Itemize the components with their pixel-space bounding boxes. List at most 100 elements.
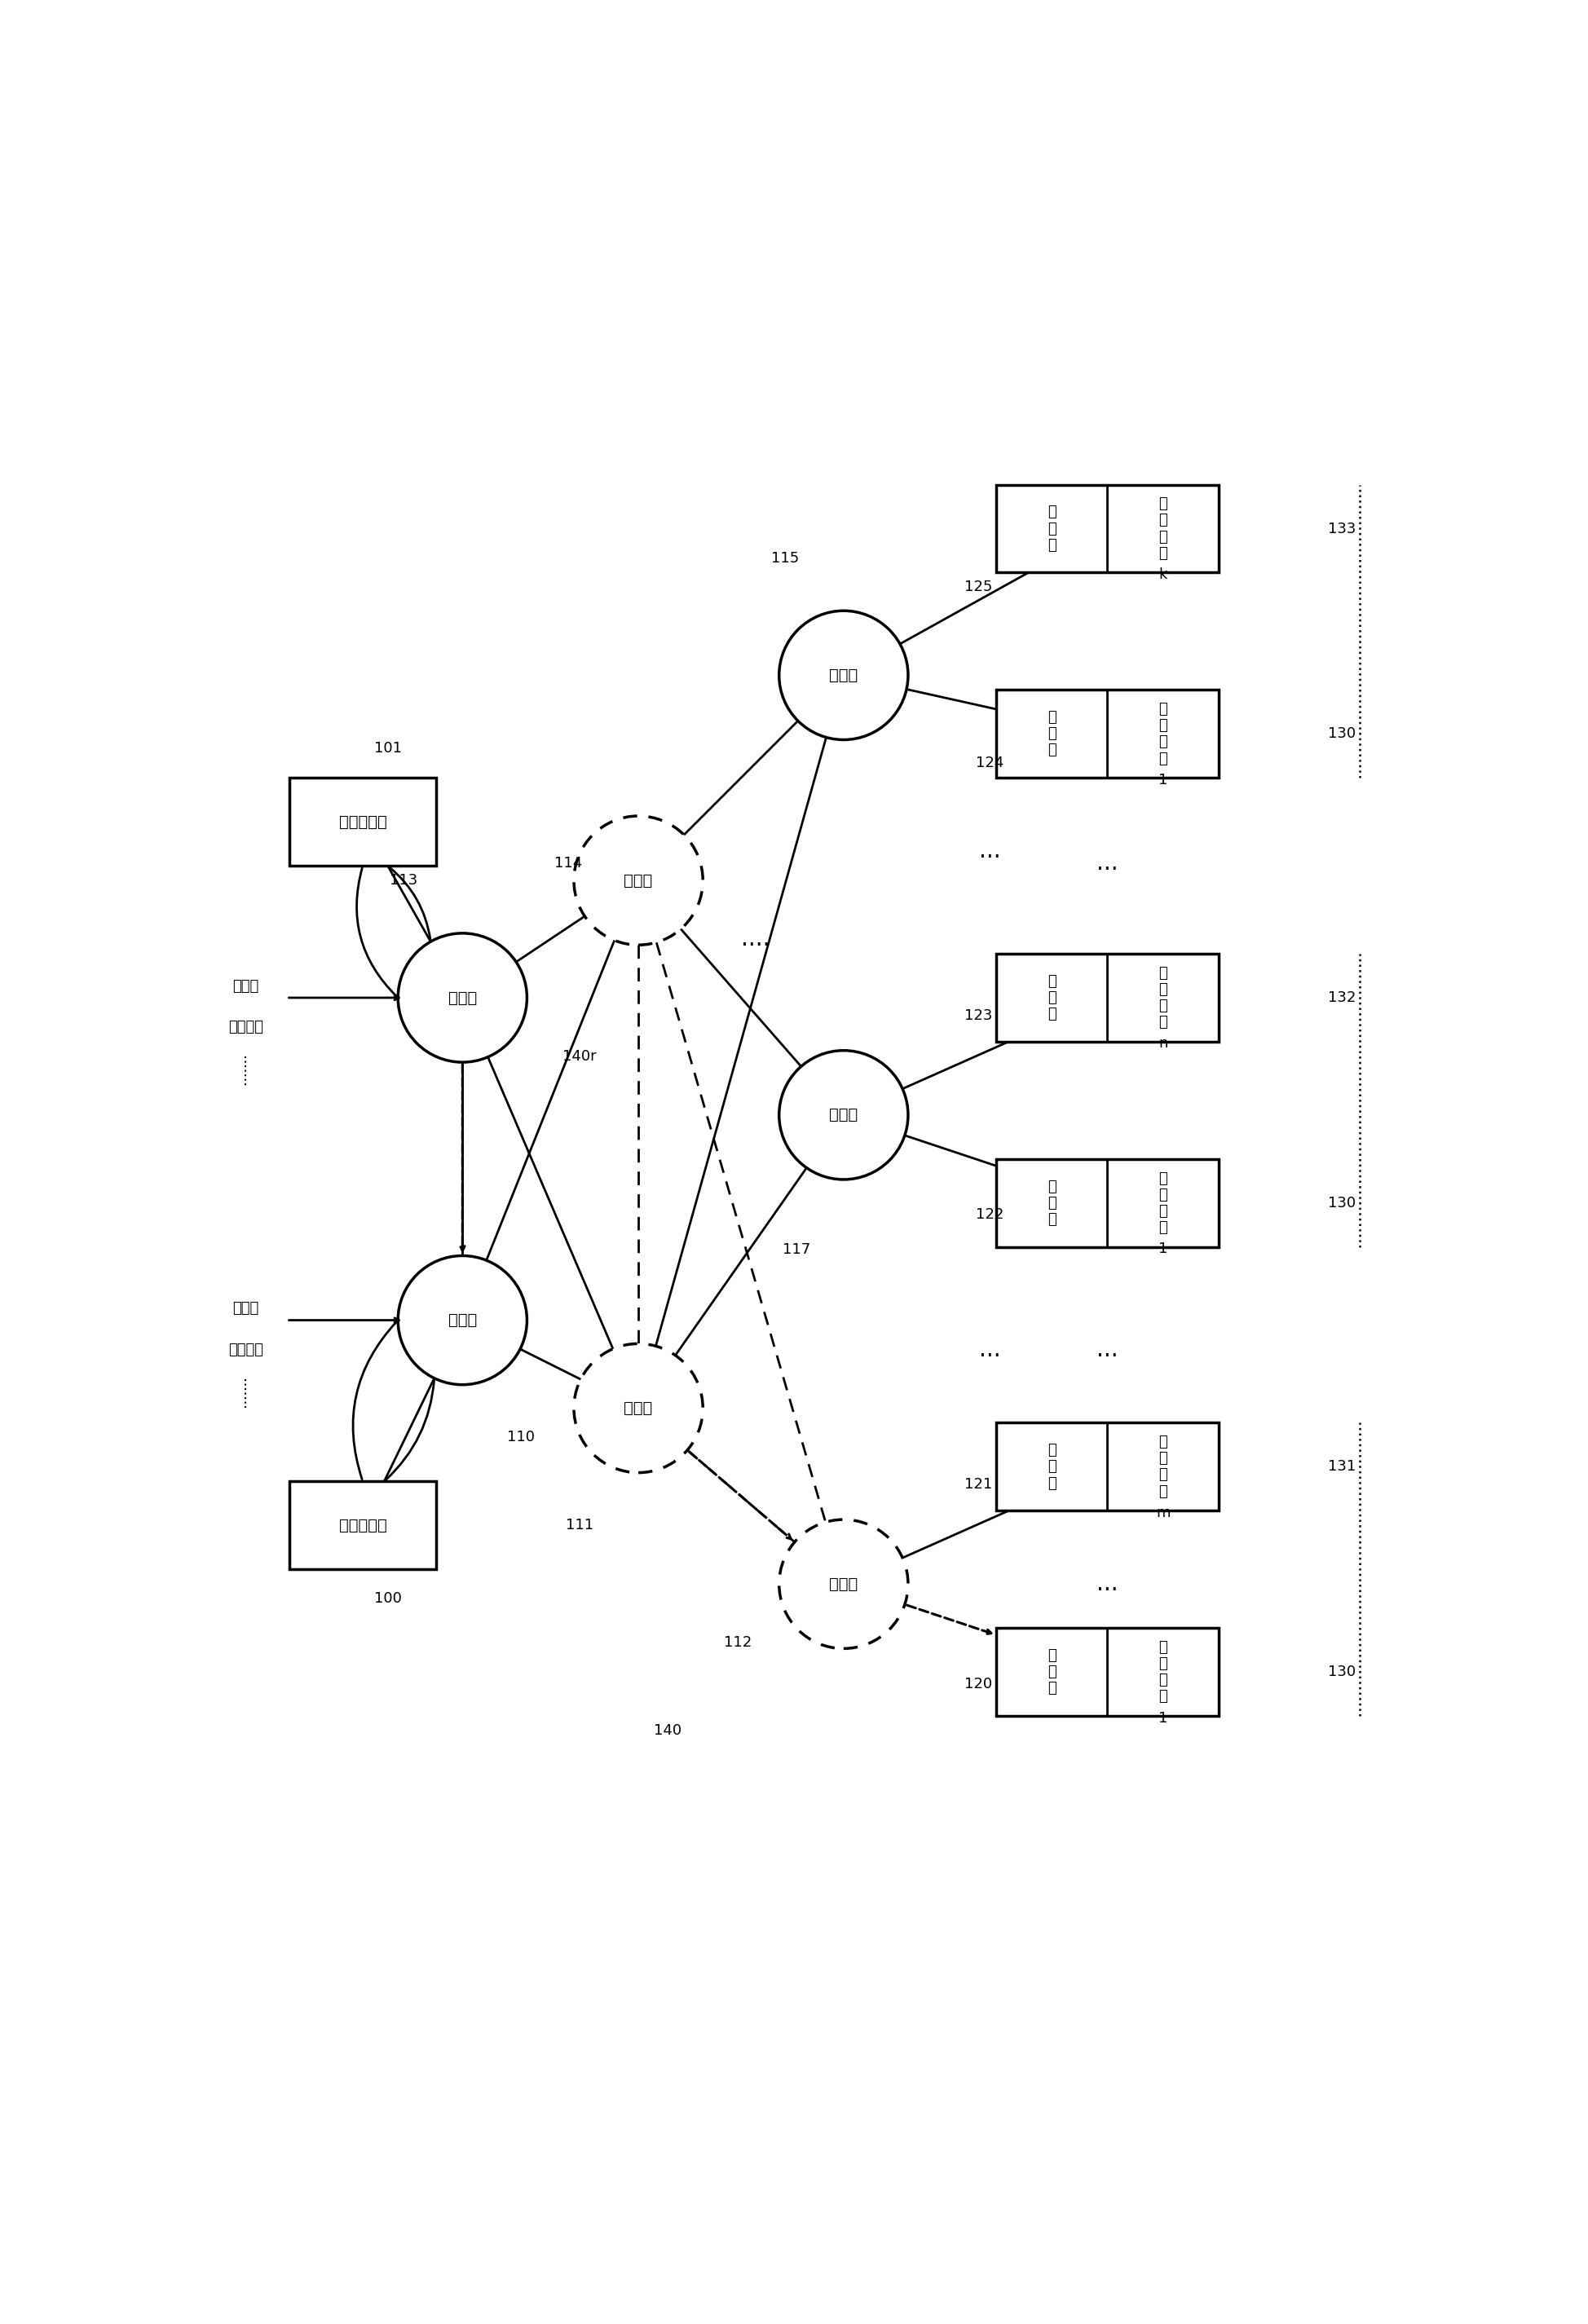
Text: 务: 务 (1046, 727, 1056, 741)
Text: 务: 务 (1046, 1195, 1056, 1211)
Circle shape (573, 1343, 702, 1473)
Text: 负载均衡器: 负载均衡器 (338, 1518, 386, 1534)
Text: 务: 务 (1158, 514, 1167, 528)
Text: 交换机: 交换机 (829, 667, 858, 683)
Text: 130: 130 (1328, 727, 1355, 741)
Text: 服: 服 (1046, 504, 1056, 521)
Bar (996, 486, 1218, 572)
FancyArrowPatch shape (386, 1380, 434, 1480)
Text: 器: 器 (1046, 1476, 1056, 1490)
Text: 交换机: 交换机 (829, 1106, 858, 1122)
Text: 进入的: 进入的 (232, 1301, 259, 1315)
Text: 121: 121 (964, 1478, 992, 1492)
Text: 类: 类 (1158, 999, 1167, 1013)
Text: 130: 130 (1328, 1664, 1355, 1680)
Bar (289, 779, 435, 867)
Text: m: m (1156, 1506, 1170, 1520)
Text: 型: 型 (1158, 1220, 1167, 1234)
Text: 133: 133 (1328, 521, 1355, 537)
Text: 125: 125 (964, 581, 992, 595)
Text: 交换机: 交换机 (448, 1313, 476, 1327)
Text: 114: 114 (554, 855, 581, 869)
Text: 类: 类 (1158, 1204, 1167, 1218)
Text: 服: 服 (1046, 711, 1056, 725)
Circle shape (778, 1050, 908, 1181)
Text: 111: 111 (565, 1518, 594, 1534)
Text: ...: ... (1096, 1339, 1118, 1362)
Circle shape (778, 611, 908, 739)
Text: 120: 120 (964, 1676, 992, 1692)
Text: 110: 110 (507, 1429, 535, 1446)
Text: 140r: 140r (562, 1048, 597, 1064)
Text: 132: 132 (1328, 990, 1355, 1004)
Text: 务: 务 (1046, 990, 1056, 1004)
Circle shape (778, 1520, 908, 1648)
Text: 器: 器 (1046, 744, 1056, 758)
Text: 交换机: 交换机 (624, 1401, 653, 1415)
Text: 类: 类 (1158, 1673, 1167, 1687)
Text: 131: 131 (1328, 1459, 1355, 1473)
Text: 业: 业 (1158, 1641, 1167, 1655)
Text: 115: 115 (770, 551, 799, 565)
Text: 100: 100 (375, 1592, 402, 1606)
Text: 务: 务 (1158, 983, 1167, 997)
FancyArrowPatch shape (389, 867, 430, 939)
Text: 器: 器 (1046, 1680, 1056, 1697)
Bar (996, 1422, 1218, 1511)
Text: 123: 123 (964, 1009, 992, 1023)
Text: 器: 器 (1046, 1006, 1056, 1023)
Text: 交换机: 交换机 (829, 1576, 858, 1592)
Text: 务: 务 (1046, 1664, 1056, 1680)
Text: 服: 服 (1046, 974, 1056, 988)
Text: 器: 器 (1046, 537, 1056, 553)
Bar (996, 1160, 1218, 1248)
Text: 类: 类 (1158, 734, 1167, 748)
Text: 务: 务 (1158, 1188, 1167, 1202)
Text: 交换机: 交换机 (448, 990, 476, 1006)
Text: 117: 117 (783, 1243, 810, 1257)
Text: ....: .... (740, 927, 770, 951)
Text: ...: ... (978, 839, 1000, 862)
Text: 140: 140 (653, 1724, 681, 1738)
Text: 类: 类 (1158, 1469, 1167, 1483)
Circle shape (397, 1255, 527, 1385)
Text: 交换机: 交换机 (624, 874, 653, 888)
Text: 服: 服 (1046, 1648, 1056, 1664)
Text: 型: 型 (1158, 1485, 1167, 1499)
Circle shape (573, 816, 702, 946)
Text: ...: ... (1096, 851, 1118, 874)
Text: 业: 业 (1158, 497, 1167, 511)
Text: 业: 业 (1158, 1434, 1167, 1450)
Text: 务: 务 (1046, 521, 1056, 537)
Text: 1: 1 (1158, 1241, 1167, 1257)
Text: 业: 业 (1158, 702, 1167, 716)
Text: 类: 类 (1158, 530, 1167, 544)
Text: 业: 业 (1158, 1171, 1167, 1185)
Text: 服: 服 (1046, 1443, 1056, 1457)
Text: 服: 服 (1046, 1178, 1056, 1195)
Text: 1: 1 (1158, 772, 1167, 788)
Text: 型: 型 (1158, 1690, 1167, 1703)
Text: 型: 型 (1158, 1016, 1167, 1030)
Text: 业务情求: 业务情求 (227, 1020, 264, 1034)
Text: 业: 业 (1158, 967, 1167, 981)
Text: 101: 101 (375, 741, 402, 755)
Bar (289, 1480, 435, 1569)
Text: k: k (1158, 567, 1167, 581)
Circle shape (397, 934, 527, 1062)
Text: 型: 型 (1158, 751, 1167, 767)
Text: ...: ... (978, 1339, 1000, 1362)
Text: 进入的: 进入的 (232, 978, 259, 992)
Text: ...: ... (1096, 1573, 1118, 1597)
Text: 130: 130 (1328, 1195, 1355, 1211)
Text: 1: 1 (1158, 1710, 1167, 1724)
Text: 务: 务 (1046, 1459, 1056, 1473)
Bar (996, 953, 1218, 1041)
Text: 124: 124 (975, 755, 1004, 772)
Text: 务: 务 (1158, 1450, 1167, 1466)
Bar (996, 690, 1218, 779)
Text: 122: 122 (975, 1208, 1004, 1222)
Text: 器: 器 (1046, 1213, 1056, 1227)
Bar (996, 1629, 1218, 1715)
Text: 113: 113 (389, 874, 418, 888)
